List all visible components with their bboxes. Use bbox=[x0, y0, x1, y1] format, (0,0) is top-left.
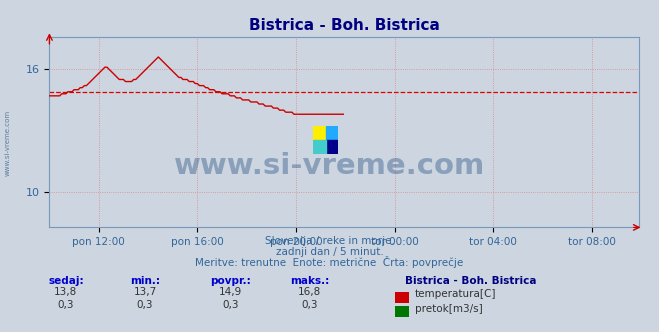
Bar bbox=[313, 126, 326, 140]
Text: www.si-vreme.com: www.si-vreme.com bbox=[5, 110, 11, 176]
Text: Slovenija / reke in morje.: Slovenija / reke in morje. bbox=[264, 236, 395, 246]
Text: www.si-vreme.com: www.si-vreme.com bbox=[174, 152, 485, 180]
Title: Bistrica - Boh. Bistrica: Bistrica - Boh. Bistrica bbox=[249, 18, 440, 33]
Text: zadnji dan / 5 minut.: zadnji dan / 5 minut. bbox=[275, 247, 384, 257]
Text: maks.:: maks.: bbox=[290, 276, 330, 286]
Text: temperatura[C]: temperatura[C] bbox=[415, 290, 497, 299]
Bar bbox=[313, 140, 326, 154]
Text: 14,9: 14,9 bbox=[219, 288, 243, 297]
Text: 13,7: 13,7 bbox=[133, 288, 157, 297]
Text: 0,3: 0,3 bbox=[136, 300, 154, 310]
Text: 0,3: 0,3 bbox=[57, 300, 74, 310]
Text: 13,8: 13,8 bbox=[54, 288, 78, 297]
Text: 0,3: 0,3 bbox=[301, 300, 318, 310]
Text: 16,8: 16,8 bbox=[298, 288, 322, 297]
Text: povpr.:: povpr.: bbox=[210, 276, 251, 286]
Text: pretok[m3/s]: pretok[m3/s] bbox=[415, 304, 483, 314]
Text: Bistrica - Boh. Bistrica: Bistrica - Boh. Bistrica bbox=[405, 276, 537, 286]
Text: sedaj:: sedaj: bbox=[48, 276, 84, 286]
Text: Meritve: trenutne  Enote: metrične  Črta: povprečje: Meritve: trenutne Enote: metrične Črta: … bbox=[195, 256, 464, 268]
Text: 0,3: 0,3 bbox=[222, 300, 239, 310]
Bar bbox=[326, 126, 338, 140]
Text: min.:: min.: bbox=[130, 276, 160, 286]
Bar bbox=[326, 140, 338, 154]
